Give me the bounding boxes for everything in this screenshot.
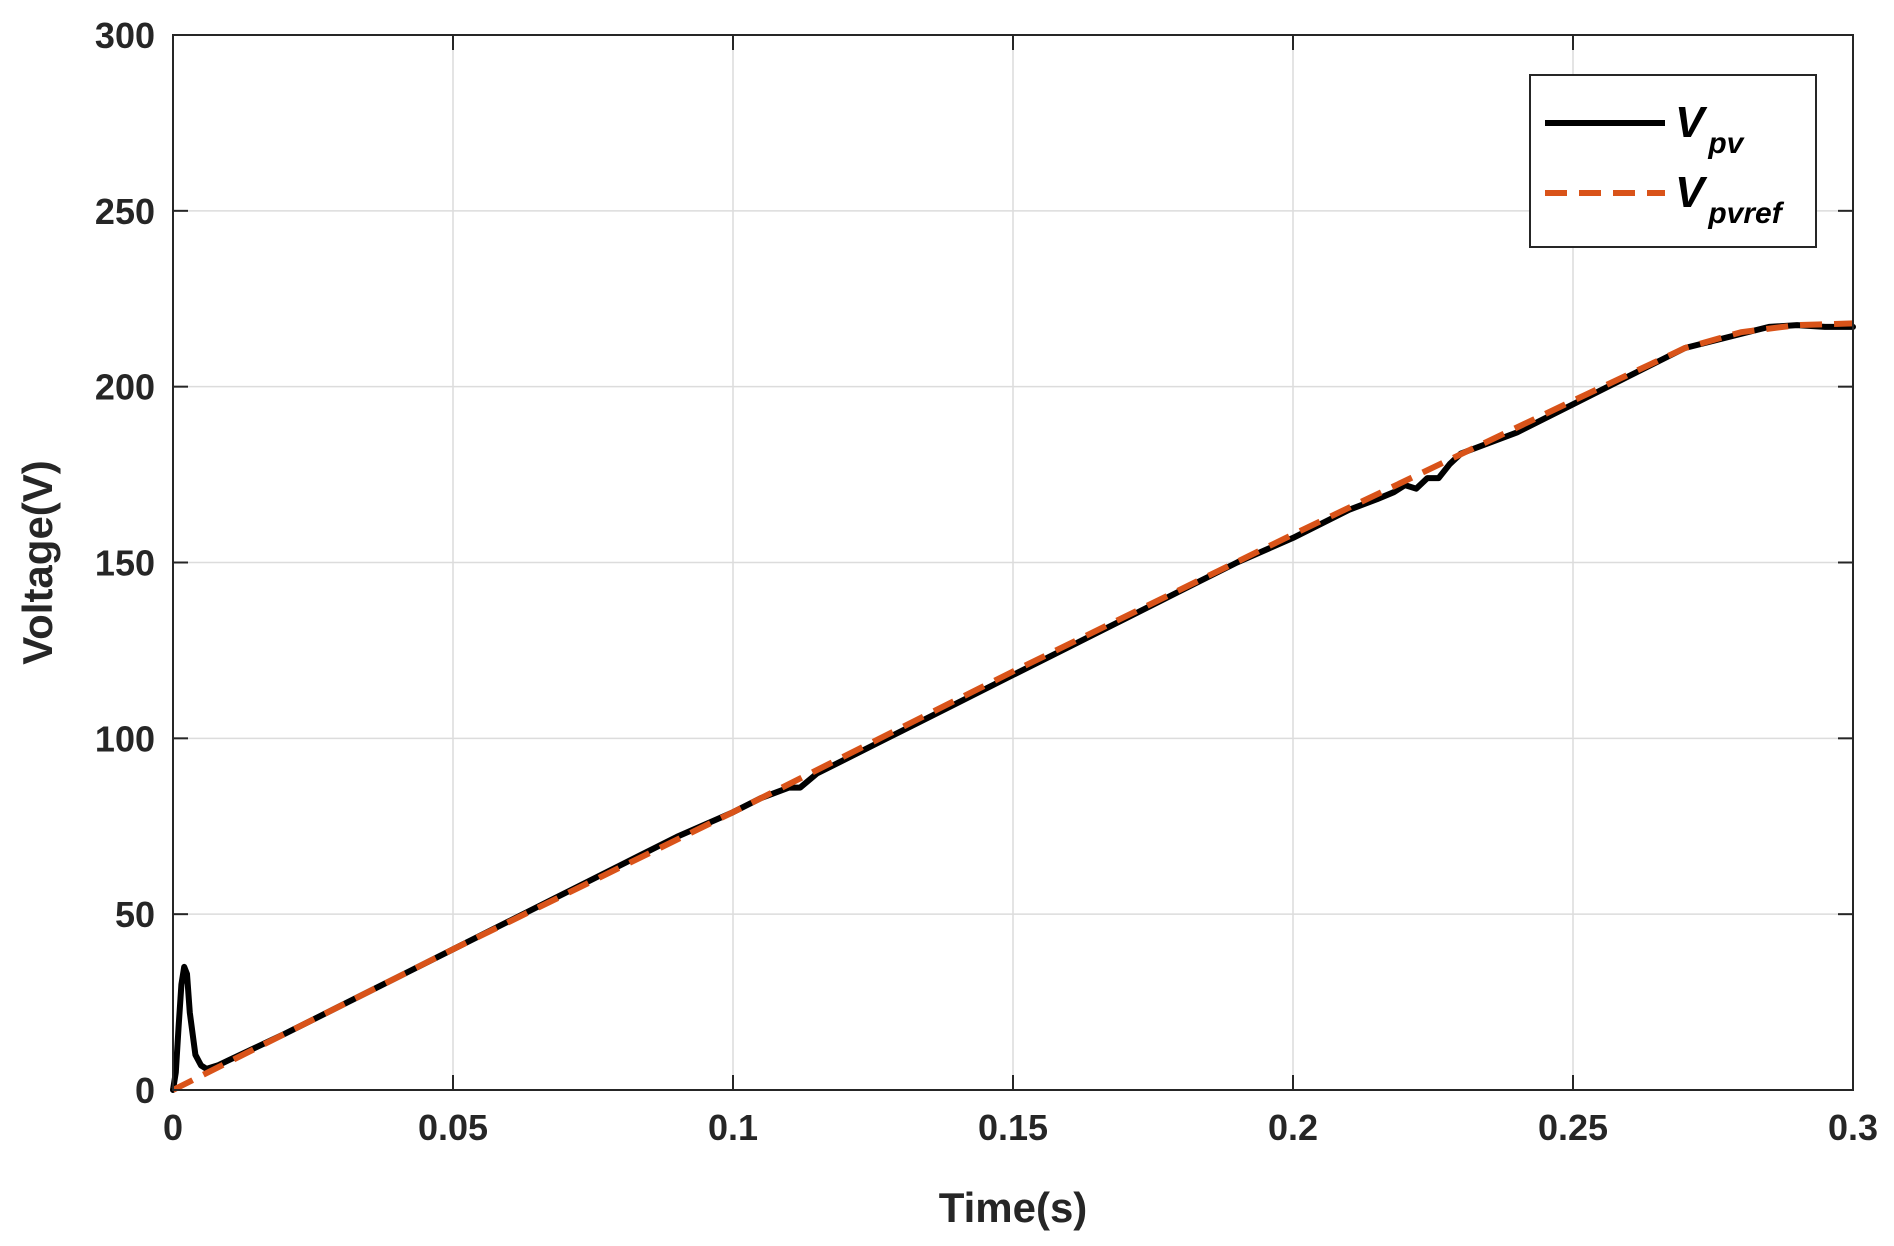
y-axis-label: Voltage(V) [14, 460, 61, 665]
x-tick-label: 0.15 [978, 1107, 1048, 1148]
x-tick-label: 0 [163, 1107, 183, 1148]
x-tick-label: 0.3 [1828, 1107, 1878, 1148]
axis-ticks [172, 34, 1854, 1091]
y-tick-label: 0 [135, 1070, 155, 1111]
y-tick-label: 200 [95, 367, 155, 408]
series-line-pvref [171, 320, 1854, 1093]
legend-box [1529, 74, 1817, 248]
y-tick-label: 50 [115, 894, 155, 935]
y-tick-label: 300 [95, 15, 155, 56]
x-tick-label: 0.2 [1268, 1107, 1318, 1148]
x-tick-label: 0.05 [418, 1107, 488, 1148]
y-tick-label: 100 [95, 718, 155, 759]
x-tick-label: 0.25 [1538, 1107, 1608, 1148]
y-axis-tick-labels: 0 50 100 150 200 250 300 [95, 15, 155, 1111]
x-axis-label: Time(s) [939, 1184, 1088, 1231]
data-series [170, 320, 1856, 1093]
x-axis-tick-labels: 0 0.05 0.1 0.15 0.2 0.25 0.3 [163, 1107, 1878, 1148]
y-tick-label: 150 [95, 543, 155, 584]
y-tick-label: 250 [95, 191, 155, 232]
x-tick-label: 0.1 [708, 1107, 758, 1148]
